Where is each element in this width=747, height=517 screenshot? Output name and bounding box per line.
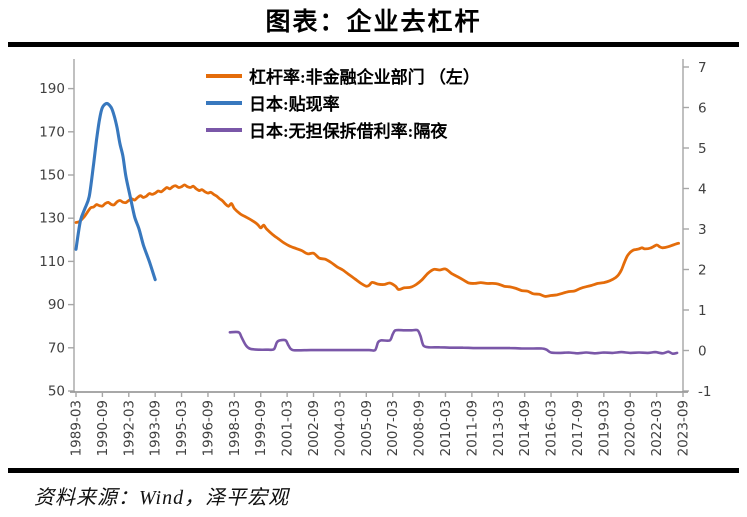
- left-axis-tick-label: 130: [39, 211, 65, 227]
- left-axis-tick-label: 170: [39, 124, 65, 140]
- x-axis-tick-label: 2020-09: [623, 400, 639, 456]
- x-axis-tick-label: 1990-09: [95, 400, 111, 456]
- legend-label: 杠杆率:非金融企业部门 （左）: [249, 68, 480, 87]
- x-axis-tick-label: 2001-03: [280, 400, 296, 456]
- legend-swatch-orange: [206, 73, 242, 78]
- series-line-orange: [74, 183, 680, 298]
- x-axis-tick-label: 2007-03: [385, 400, 401, 456]
- x-axis-tick-label: 1992-03: [121, 400, 137, 456]
- x-axis-tick-label: 2017-09: [570, 400, 586, 456]
- right-axis-tick-label: 0: [698, 344, 707, 360]
- x-axis-tick-label: 2010-03: [438, 400, 454, 456]
- left-axis-tick-label: 50: [48, 384, 65, 400]
- x-axis-tick-label: 2023-09: [676, 400, 692, 456]
- left-axis-tick-label: 70: [48, 340, 65, 356]
- x-axis-tick-label: 2014-09: [517, 400, 533, 456]
- x-axis-tick-label: 2004-03: [332, 400, 348, 456]
- x-axis-tick-label: 1996-09: [200, 400, 216, 456]
- left-axis-tick-label: 190: [39, 81, 65, 97]
- bottom-rule: [8, 468, 739, 473]
- x-axis-tick-label: 2016-03: [544, 400, 560, 456]
- x-axis-tick-label: 2005-09: [359, 400, 375, 456]
- x-axis-tick-label: 1999-09: [253, 400, 269, 456]
- x-axis-tick-label: 2011-09: [464, 400, 480, 456]
- x-axis-tick-label: 2013-03: [491, 400, 507, 456]
- chart-legend: 杠杆率:非金融企业部门 （左） 日本:贴现率 日本:无担保拆借利率:隔夜: [206, 66, 480, 141]
- right-axis-tick-label: 6: [698, 101, 707, 117]
- right-axis-tick-label: 4: [698, 182, 707, 198]
- legend-item-discount-rate: 日本:贴现率: [206, 93, 480, 114]
- right-axis-tick-label: 2: [698, 263, 707, 279]
- left-axis-tick-label: 110: [39, 254, 65, 270]
- series-line-blue: [74, 101, 157, 282]
- x-axis-tick-label: 1995-03: [174, 400, 190, 456]
- chart-title: 图表：企业去杠杆: [265, 9, 482, 36]
- x-axis-tick-label: 1993-09: [148, 400, 164, 456]
- legend-item-call-rate: 日本:无担保拆借利率:隔夜: [206, 120, 480, 141]
- legend-swatch-blue: [206, 100, 242, 105]
- x-axis-tick-label: 2019-03: [596, 400, 612, 456]
- legend-swatch-purple: [206, 127, 242, 132]
- source-note: 资料来源：Wind，泽平宏观: [34, 487, 290, 509]
- x-axis-tick-label: 1989-03: [69, 400, 85, 456]
- right-axis-tick-label: -1: [698, 384, 711, 400]
- right-axis-tick-label: 1: [698, 303, 707, 319]
- legend-item-leverage-ratio: 杠杆率:非金融企业部门 （左）: [206, 66, 480, 87]
- x-axis-tick-label: 2002-09: [306, 400, 322, 456]
- x-axis-tick-label: 1998-03: [227, 400, 243, 456]
- legend-label: 日本:无担保拆借利率:隔夜: [249, 122, 448, 141]
- x-axis-tick-label: 2022-03: [649, 400, 665, 456]
- right-axis-tick-label: 3: [698, 222, 707, 238]
- top-rule: [8, 42, 739, 47]
- x-axis-tick-label: 2008-09: [412, 400, 428, 456]
- left-axis-tick-label: 150: [39, 168, 65, 184]
- series-line-purple: [228, 328, 679, 356]
- legend-label: 日本:贴现率: [249, 95, 340, 114]
- right-axis-tick-label: 5: [698, 141, 707, 157]
- left-axis-tick-label: 90: [48, 297, 65, 313]
- right-axis-tick-label: 7: [698, 60, 707, 76]
